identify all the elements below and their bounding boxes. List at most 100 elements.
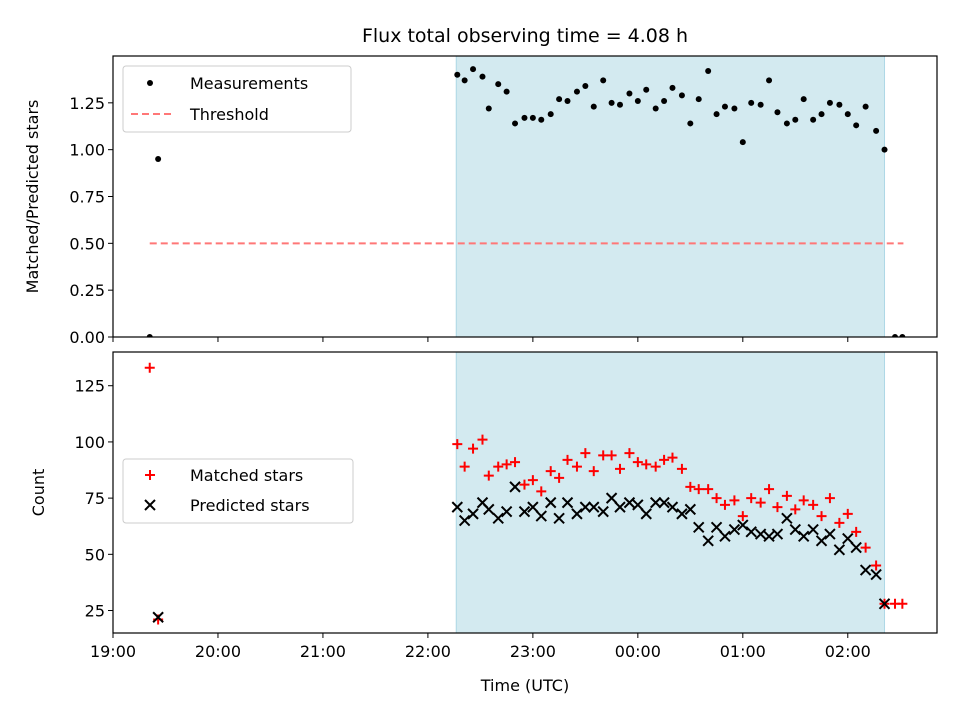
data-point bbox=[728, 523, 741, 536]
data-point bbox=[571, 461, 582, 472]
data-point bbox=[598, 450, 609, 461]
data-point bbox=[527, 501, 539, 513]
data-point bbox=[144, 362, 155, 373]
legend-swatch bbox=[144, 499, 156, 511]
data-point bbox=[818, 111, 825, 118]
data-point bbox=[842, 532, 854, 545]
data-point bbox=[748, 99, 755, 106]
data-point bbox=[705, 67, 712, 74]
data-point bbox=[666, 501, 679, 513]
y-tick-label: 1.25 bbox=[69, 94, 105, 113]
y-tick-label: 25 bbox=[85, 602, 105, 621]
data-point bbox=[632, 499, 644, 511]
y-tick-label: 0.00 bbox=[69, 328, 105, 347]
data-point bbox=[710, 521, 723, 534]
data-point bbox=[860, 542, 871, 553]
data-point bbox=[790, 504, 801, 515]
data-point bbox=[535, 510, 547, 522]
data-point bbox=[676, 508, 688, 520]
x-tick-label: 22:00 bbox=[405, 642, 451, 661]
legend-swatch bbox=[147, 80, 153, 86]
data-point bbox=[899, 334, 906, 337]
data-point bbox=[461, 77, 468, 84]
y-tick-label: 100 bbox=[74, 433, 105, 452]
data-point bbox=[479, 73, 486, 80]
data-point bbox=[553, 512, 565, 525]
data-point bbox=[834, 517, 845, 528]
data-point bbox=[452, 439, 463, 450]
y-tick-label: 0.50 bbox=[69, 234, 105, 253]
data-point bbox=[545, 496, 557, 509]
data-point bbox=[623, 496, 636, 509]
x-tick-label: 20:00 bbox=[195, 642, 241, 661]
data-point bbox=[781, 512, 793, 525]
data-point bbox=[547, 111, 554, 118]
y-tick-label: 75 bbox=[85, 489, 105, 508]
y-tick-label: 1.00 bbox=[69, 141, 105, 160]
data-point bbox=[789, 523, 802, 536]
data-point bbox=[824, 528, 836, 540]
data-point bbox=[851, 526, 862, 537]
data-point bbox=[862, 103, 869, 110]
data-point bbox=[588, 501, 600, 513]
data-point bbox=[458, 514, 471, 527]
data-point bbox=[873, 127, 880, 134]
data-point bbox=[580, 448, 591, 459]
data-point bbox=[509, 481, 521, 493]
data-point bbox=[693, 484, 704, 495]
data-point bbox=[871, 560, 882, 571]
data-point bbox=[859, 564, 872, 576]
data-point bbox=[719, 499, 730, 510]
data-point bbox=[667, 452, 678, 463]
data-point bbox=[459, 461, 470, 472]
data-point bbox=[808, 499, 819, 510]
data-point bbox=[815, 535, 828, 547]
data-point bbox=[772, 502, 783, 513]
data-point bbox=[836, 101, 843, 108]
data-point bbox=[824, 493, 835, 504]
data-point bbox=[693, 521, 705, 534]
data-point bbox=[766, 77, 773, 84]
data-point bbox=[745, 526, 757, 538]
data-point bbox=[477, 434, 488, 445]
data-point bbox=[451, 501, 464, 513]
legend: Matched stars Predicted stars bbox=[122, 458, 354, 524]
data-point bbox=[597, 505, 609, 518]
data-point bbox=[757, 101, 764, 108]
x-tick-label: 19:00 bbox=[90, 642, 136, 661]
data-point bbox=[870, 568, 882, 581]
data-point bbox=[731, 105, 738, 112]
data-point bbox=[737, 511, 748, 522]
data-point bbox=[605, 492, 618, 504]
y-tick-label: 0.25 bbox=[69, 281, 105, 300]
data-point bbox=[850, 541, 862, 554]
data-point bbox=[669, 84, 676, 91]
data-point bbox=[684, 503, 697, 516]
data-point bbox=[755, 497, 766, 508]
data-point bbox=[695, 96, 702, 103]
chart-title: Flux total observing time = 4.08 h bbox=[362, 25, 688, 47]
data-point bbox=[659, 454, 670, 465]
data-point bbox=[545, 466, 556, 477]
data-point bbox=[634, 97, 641, 104]
y-axis-label: Matched/Predicted stars bbox=[23, 100, 42, 294]
data-point bbox=[518, 505, 531, 518]
data-point bbox=[468, 443, 479, 454]
data-point bbox=[754, 528, 767, 540]
data-point bbox=[485, 105, 492, 112]
data-point bbox=[797, 530, 810, 543]
data-point bbox=[798, 495, 809, 506]
bottom-panel: 25 50 75 100 125 19:00 20:00 21:00 22:00 23:00 00:… bbox=[29, 351, 938, 661]
data-point bbox=[146, 334, 153, 337]
legend-label: Threshold bbox=[189, 105, 269, 124]
data-point bbox=[495, 81, 502, 88]
legend-label: Measurements bbox=[190, 74, 308, 93]
data-point bbox=[764, 484, 775, 495]
observing-window-shade bbox=[455, 351, 886, 634]
data-point bbox=[719, 530, 731, 543]
data-point bbox=[641, 459, 652, 470]
observing-window-shade bbox=[455, 55, 886, 338]
data-point bbox=[483, 470, 494, 481]
data-point bbox=[826, 99, 833, 106]
